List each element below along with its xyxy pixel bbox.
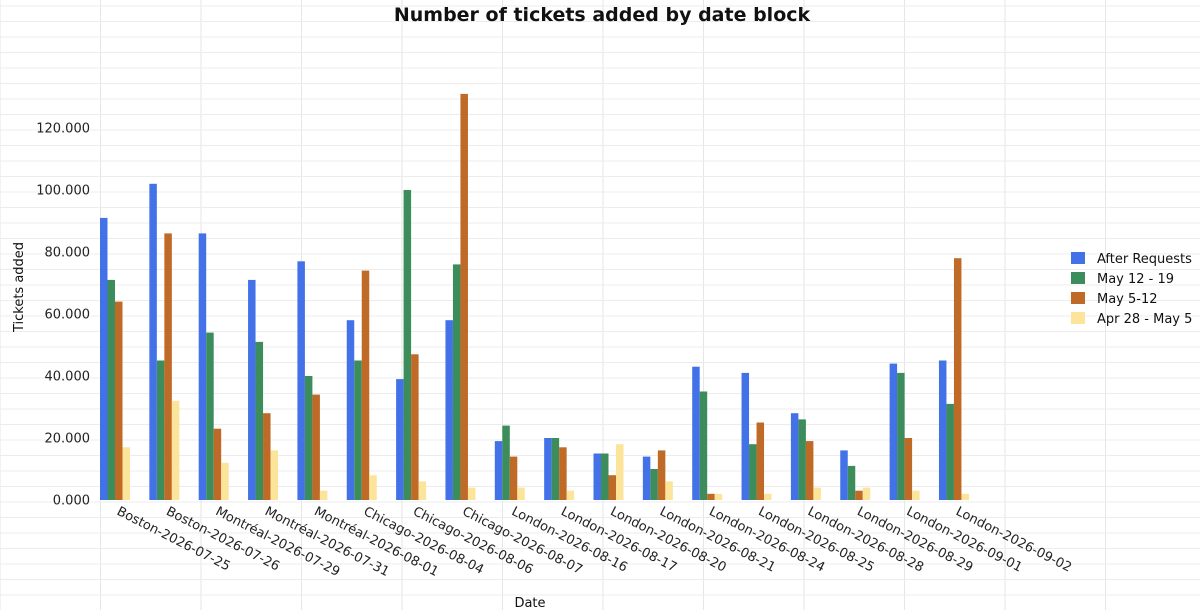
bar-may-5-12 <box>805 441 814 500</box>
bar-may-12-19 <box>699 391 708 500</box>
bar-after-requests <box>346 320 355 500</box>
legend-swatch-apr-28-may-5 <box>1071 312 1085 324</box>
bar-may-12-19 <box>452 264 461 500</box>
bars <box>100 93 969 501</box>
bar-apr-28-may-5 <box>813 487 821 500</box>
bar-may-5-12 <box>756 422 765 500</box>
bar-may-12-19 <box>551 438 560 500</box>
chart-title: Number of tickets added by date block <box>394 4 811 26</box>
bar-apr-28-may-5 <box>221 462 229 500</box>
bar-after-requests <box>248 279 256 500</box>
bar-may-5-12 <box>460 93 468 501</box>
bar-may-12-19 <box>946 403 954 500</box>
bar-apr-28-may-5 <box>171 400 180 500</box>
bar-after-requests <box>149 183 157 501</box>
bar-after-requests <box>494 441 503 500</box>
bar-apr-28-may-5 <box>418 481 427 500</box>
bar-apr-28-may-5 <box>369 475 377 500</box>
bar-may-5-12 <box>411 354 419 500</box>
x-axis-ticks: Boston-2026-07-25Boston-2026-07-26Montré… <box>114 504 1074 580</box>
bar-apr-28-may-5 <box>467 487 476 500</box>
bar-after-requests <box>889 363 898 500</box>
bar-may-5-12 <box>164 233 172 500</box>
bar-apr-28-may-5 <box>122 447 130 500</box>
y-tick-label: 0.000 <box>53 494 90 509</box>
bar-may-5-12 <box>657 450 666 500</box>
bar-apr-28-may-5 <box>270 450 279 500</box>
bar-after-requests <box>593 453 601 500</box>
bar-may-12-19 <box>156 360 165 500</box>
y-tick-label: 20.000 <box>45 432 91 447</box>
bar-after-requests <box>840 450 848 500</box>
bar-may-12-19 <box>847 465 856 500</box>
bar-apr-28-may-5 <box>566 490 575 500</box>
y-tick-label: 80.000 <box>45 246 91 261</box>
bar-after-requests <box>396 379 404 500</box>
bar-may-5-12 <box>559 447 567 500</box>
bar-apr-28-may-5 <box>912 490 920 500</box>
bar-may-5-12 <box>312 394 320 500</box>
bar-after-requests <box>445 320 453 500</box>
bar-may-12-19 <box>354 360 362 500</box>
bar-may-12-19 <box>304 376 313 500</box>
bar-after-requests <box>100 217 108 500</box>
y-tick-label: 60.000 <box>45 308 91 323</box>
bar-may-5-12 <box>213 428 222 500</box>
bar-after-requests <box>642 456 651 500</box>
bar-may-5-12 <box>263 413 271 500</box>
bar-may-5-12 <box>904 438 913 500</box>
y-axis-label: Tickets added <box>12 242 27 333</box>
bar-apr-28-may-5 <box>616 444 624 500</box>
legend: After Requests May 12 - 19 May 5-12 Apr 28 … <box>1071 252 1192 327</box>
legend-label-may-5-12: May 5-12 <box>1097 292 1158 307</box>
bar-may-12-19 <box>502 425 510 500</box>
bar-apr-28-may-5 <box>517 487 525 500</box>
bar-apr-28-may-5 <box>862 487 871 500</box>
legend-label-apr-28-may-5: Apr 28 - May 5 <box>1097 312 1192 327</box>
bar-after-requests <box>938 360 947 500</box>
bar-may-5-12 <box>707 493 715 500</box>
bar-after-requests <box>198 233 207 500</box>
legend-label-may-12-19: May 12 - 19 <box>1097 272 1174 287</box>
bar-may-5-12 <box>953 258 962 500</box>
bar-after-requests <box>297 261 305 500</box>
bar-apr-28-may-5 <box>665 481 673 500</box>
legend-swatch-after-requests <box>1071 252 1085 264</box>
bar-apr-28-may-5 <box>319 490 328 500</box>
bar-after-requests <box>544 438 552 500</box>
bar-after-requests <box>741 372 750 500</box>
x-axis-label: Date <box>514 596 545 610</box>
bar-may-12-19 <box>403 190 412 500</box>
bar-may-5-12 <box>608 475 616 500</box>
bar-may-12-19 <box>650 469 658 500</box>
y-axis-ticks: 0.000 20.000 40.000 60.000 80.000 100.000 120.… <box>36 122 90 509</box>
bar-may-5-12 <box>855 490 863 500</box>
y-tick-label: 40.000 <box>45 370 91 385</box>
bar-after-requests <box>790 413 799 500</box>
bar-may-12-19 <box>749 444 757 500</box>
legend-label-after-requests: After Requests <box>1097 252 1192 267</box>
bar-may-5-12 <box>115 301 123 500</box>
bar-apr-28-may-5 <box>764 493 772 500</box>
y-tick-label: 120.000 <box>36 122 90 137</box>
legend-swatch-may-12-19 <box>1071 272 1085 284</box>
legend-swatch-may-5-12 <box>1071 292 1085 304</box>
bar-may-12-19 <box>601 453 609 500</box>
bar-apr-28-may-5 <box>714 493 723 500</box>
bar-may-12-19 <box>897 372 905 500</box>
bar-may-12-19 <box>255 341 264 500</box>
bar-may-5-12 <box>361 270 370 500</box>
bar-may-5-12 <box>509 456 518 500</box>
bar-apr-28-may-5 <box>961 493 969 500</box>
bar-may-12-19 <box>798 419 806 500</box>
bar-may-12-19 <box>107 279 115 500</box>
y-tick-label: 100.000 <box>36 184 90 199</box>
bar-may-12-19 <box>206 332 214 500</box>
bar-after-requests <box>692 366 700 500</box>
